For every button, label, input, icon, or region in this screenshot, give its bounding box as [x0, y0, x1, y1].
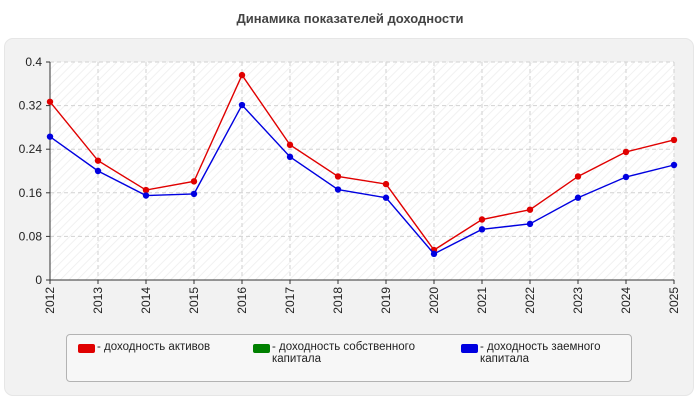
series-2-point [430, 250, 438, 258]
legend-label: - доходность активов [97, 341, 211, 353]
x-tick-label: 2014 [139, 287, 153, 314]
x-tick-label: 2015 [187, 287, 201, 314]
series-2-point [286, 153, 294, 161]
series-2-point [526, 220, 534, 228]
series-2-point [478, 226, 486, 233]
series-0-point [286, 141, 294, 149]
plot-area [50, 62, 674, 280]
series-0-point [46, 98, 54, 105]
x-tick-label: 2025 [667, 287, 681, 314]
x-tick-label: 2017 [283, 287, 297, 314]
x-tick-label: 2016 [235, 287, 249, 314]
y-tick-label: 0.24 [19, 142, 43, 156]
series-2-point [238, 101, 246, 109]
legend-swatch-green [253, 344, 270, 353]
series-0-point [526, 206, 534, 213]
legend-swatch-blue [461, 344, 478, 353]
series-0-point [382, 180, 390, 188]
series-2-point [622, 173, 630, 181]
series-0-point [238, 71, 246, 79]
series-2-point [670, 161, 678, 169]
series-0-point [190, 178, 198, 185]
series-2-line [49, 103, 675, 255]
series-0-line [49, 73, 675, 251]
y-tick-label: 0.16 [19, 186, 43, 200]
chart-title: Динамика показателей доходности [236, 11, 464, 26]
series-2-point [94, 167, 102, 175]
legend-item-assets: - доходность активов [78, 341, 247, 353]
x-tick-label: 2018 [331, 287, 345, 314]
series-0-point [574, 173, 582, 180]
x-tick-label: 2013 [91, 287, 105, 314]
series-0-point [94, 157, 102, 164]
series-2-point [190, 190, 198, 198]
series-2-point [142, 192, 150, 199]
series-2-point [382, 194, 390, 201]
legend-item-debt: - доходность заемного капитала [461, 341, 630, 365]
legend-label: - доходность заемного капитала [480, 341, 601, 365]
legend-swatch-red [78, 344, 95, 353]
y-tick-label: 0 [35, 273, 42, 287]
series-0-point [622, 148, 630, 156]
legend-item-equity: - доходность собственного капитала [253, 341, 447, 365]
axes: 0 0.08 0.16 0.24 0.32 0.4 2012 2013 2014 2015 2016… [19, 55, 681, 314]
x-tick-label: 2021 [475, 287, 489, 314]
series-2-point [334, 186, 342, 193]
series-0-point [142, 186, 150, 194]
x-tick-label: 2023 [571, 287, 585, 314]
y-tick-label: 0.4 [25, 55, 42, 69]
x-tick-label: 2019 [379, 287, 393, 314]
legend: - доходность активов - доходность собств… [66, 334, 632, 382]
x-tick-label: 2020 [427, 287, 441, 314]
y-tick-label: 0.32 [19, 99, 43, 113]
series-2-point [574, 194, 582, 201]
series-0-point [334, 173, 342, 180]
series-2-point [46, 133, 54, 140]
legend-label: - доходность собственного капитала [272, 341, 415, 365]
series-layer [46, 71, 678, 258]
x-tick-label: 2012 [43, 287, 57, 314]
x-tick-label: 2022 [523, 287, 537, 314]
y-tick-label: 0.08 [19, 229, 43, 243]
series-0-point [478, 216, 486, 223]
x-tick-label: 2024 [619, 287, 633, 314]
series-0-point [670, 136, 678, 144]
